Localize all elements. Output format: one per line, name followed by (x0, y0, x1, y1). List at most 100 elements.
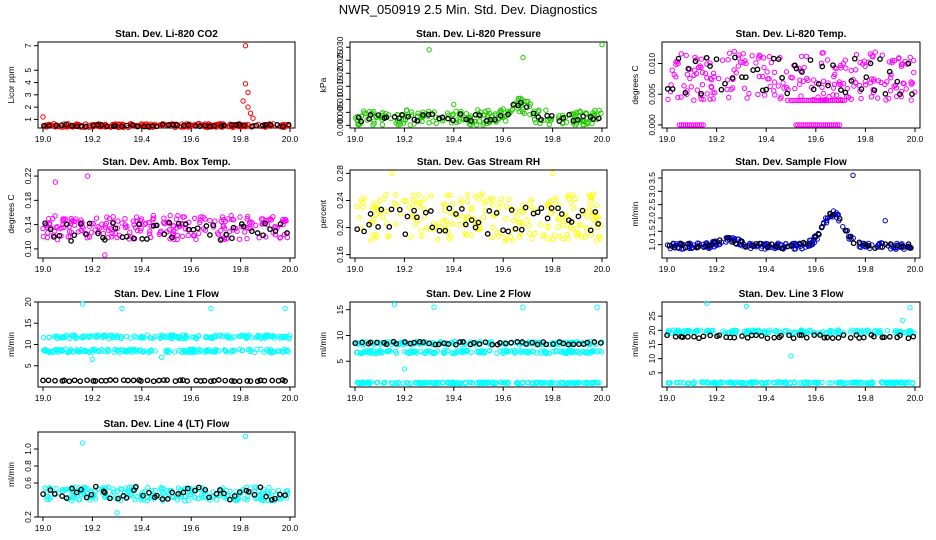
y-tick-label: 20 (647, 325, 657, 335)
data-point (123, 233, 130, 240)
data-point (172, 378, 179, 384)
data-point (740, 51, 746, 57)
data-point (886, 95, 892, 102)
data-point (735, 55, 742, 61)
data-point (871, 76, 877, 82)
data-point (244, 216, 250, 222)
data-point (463, 347, 469, 354)
data-point (707, 60, 713, 66)
data-point (503, 203, 509, 210)
data-point (463, 116, 469, 123)
data-point (568, 341, 574, 348)
data-point (217, 487, 223, 493)
data-point (249, 228, 255, 235)
data-point (733, 70, 739, 76)
plot-frame (349, 41, 608, 129)
plot-title: Stan. Dev. Li-820 CO2 (115, 29, 218, 40)
data-point (771, 69, 778, 76)
data-point (845, 380, 851, 386)
data-point (208, 305, 214, 312)
data-point (784, 90, 791, 97)
data-point (550, 341, 556, 347)
data-point (428, 193, 434, 199)
data-point (184, 485, 191, 492)
data-point (897, 91, 903, 98)
data-point (573, 380, 579, 386)
data-point (673, 74, 679, 80)
data-point (406, 380, 412, 387)
data-point (827, 330, 833, 336)
data-point (445, 341, 452, 347)
data-point (548, 210, 554, 217)
data-point (95, 230, 101, 237)
data-point (724, 77, 731, 83)
data-point (529, 339, 536, 346)
data-point (778, 379, 784, 386)
data-point (706, 242, 713, 249)
x-tick-label: 19.2 (84, 393, 101, 403)
data-point (518, 99, 524, 106)
data-point (682, 244, 689, 251)
data-point (382, 379, 388, 385)
data-point (492, 116, 498, 123)
data-point (426, 380, 432, 386)
data-point (417, 348, 424, 354)
data-point (725, 57, 731, 63)
data-point (446, 205, 453, 212)
data-point (444, 192, 450, 199)
data-point (692, 67, 698, 73)
data-point (69, 485, 75, 492)
data-point (839, 97, 846, 104)
data-point (192, 215, 198, 222)
data-point (742, 58, 748, 64)
data-point (771, 334, 778, 341)
data-point (432, 350, 438, 356)
x-tick-label: 19.4 (446, 264, 463, 274)
data-point (196, 230, 202, 237)
data-point (488, 339, 495, 345)
data-point (761, 64, 767, 71)
data-point (57, 334, 64, 341)
data-point (210, 222, 217, 229)
data-point (460, 338, 466, 345)
data-point (131, 235, 137, 242)
data-point (558, 379, 565, 386)
data-point (678, 51, 684, 57)
data-point (479, 379, 486, 386)
data-point (745, 327, 751, 334)
data-point (543, 107, 549, 113)
data-point (704, 75, 710, 81)
data-point (86, 333, 92, 339)
data-point (404, 213, 411, 220)
data-point (253, 222, 259, 229)
data-point (238, 224, 244, 230)
data-point (732, 54, 738, 61)
data-point (133, 214, 140, 220)
data-point (807, 57, 814, 63)
data-point (80, 333, 86, 340)
data-point (696, 335, 702, 342)
data-point (527, 230, 533, 237)
y-tick-label: 5 (23, 363, 33, 368)
data-point (523, 98, 529, 105)
data-point (374, 339, 380, 346)
data-point (480, 214, 487, 221)
data-point (870, 54, 876, 60)
data-point (404, 349, 411, 356)
data-point (722, 80, 728, 87)
data-point (771, 379, 777, 386)
data-point (834, 122, 841, 128)
data-point (416, 203, 423, 210)
data-point (887, 241, 894, 247)
data-point (56, 232, 63, 239)
data-point (805, 122, 811, 128)
data-point (531, 349, 537, 355)
y-tick-label: 1.0 (647, 238, 657, 250)
data-point (486, 347, 493, 354)
data-point (729, 75, 736, 81)
data-point (231, 378, 238, 385)
data-point (354, 203, 360, 210)
data-point (237, 346, 243, 353)
data-point (396, 341, 402, 347)
data-point (910, 333, 917, 340)
